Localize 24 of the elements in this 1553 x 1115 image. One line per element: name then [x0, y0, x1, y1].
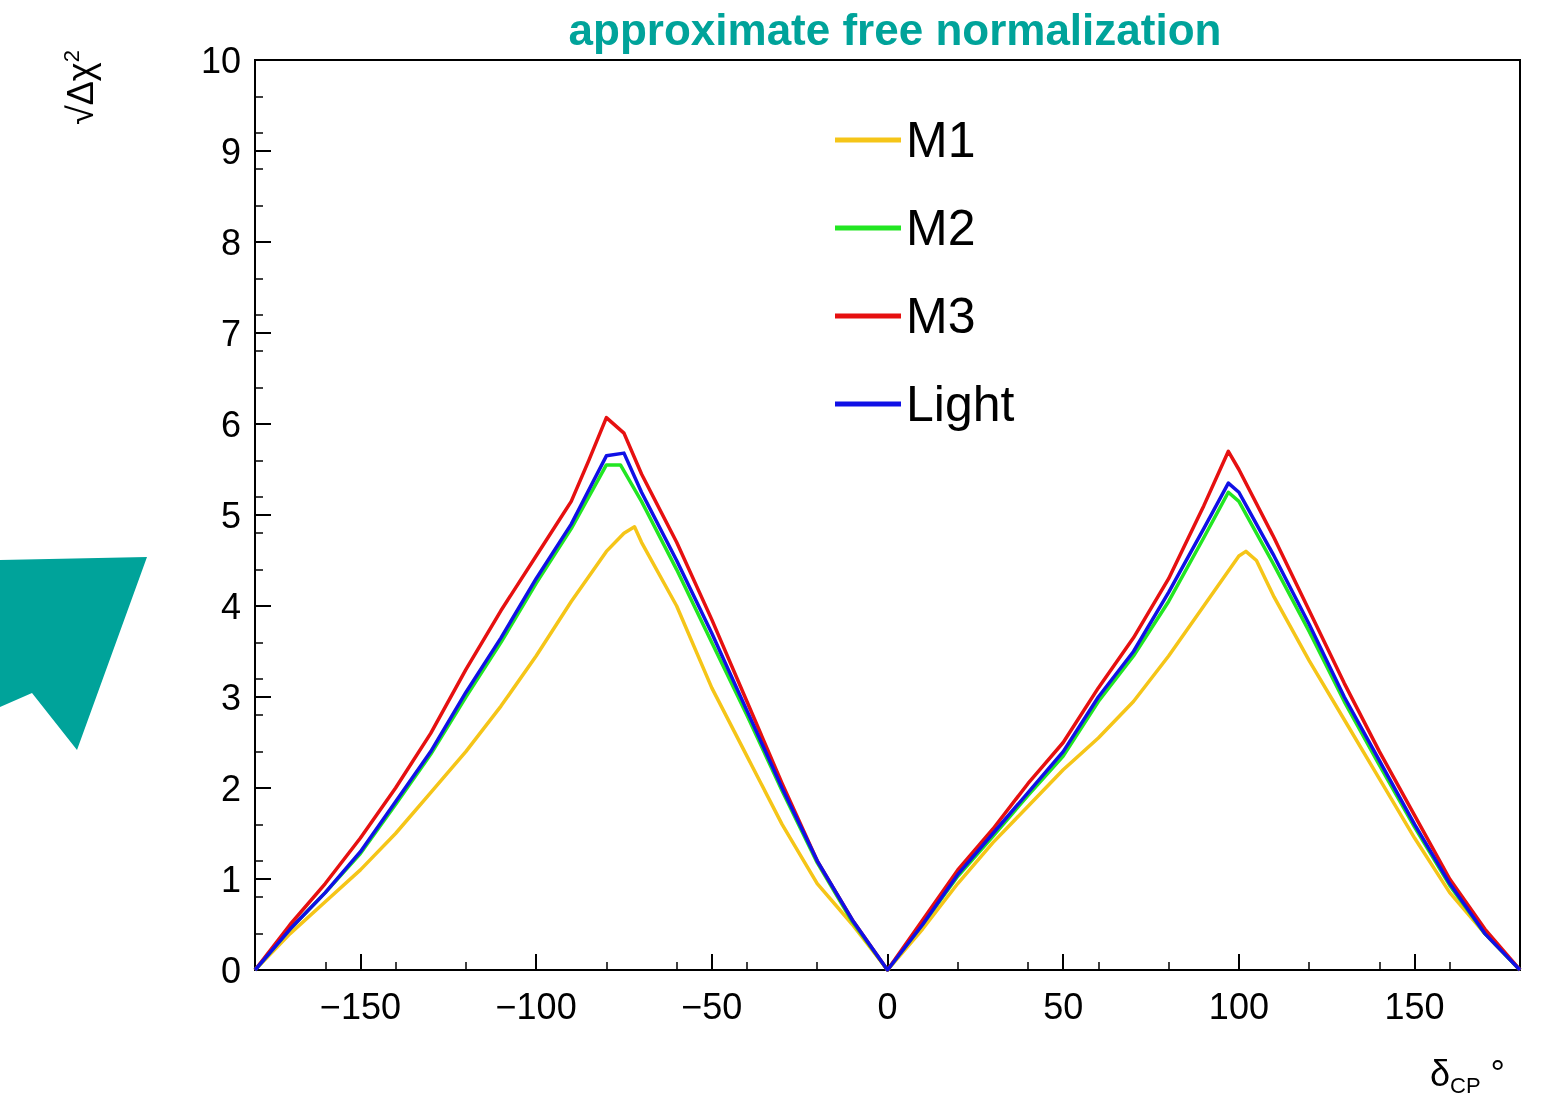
- chart-title: approximate free normalization: [568, 4, 1222, 54]
- y-axis-title: √Δχ2: [58, 49, 101, 125]
- y-tick-label: 9: [220, 130, 241, 172]
- legend-label: M1: [906, 112, 976, 168]
- y-tick-label: 8: [220, 221, 241, 263]
- y-tick-label: 2: [220, 767, 241, 809]
- y-tick-label: 6: [220, 403, 241, 445]
- x-tick-label: 50: [1043, 985, 1084, 1027]
- legend-label: M3: [906, 288, 976, 344]
- x-tick-label: 150: [1384, 985, 1445, 1027]
- x-tick-label: −150: [319, 985, 401, 1027]
- x-tick-label: −50: [681, 985, 743, 1027]
- y-tick-label: 1: [220, 858, 241, 900]
- y-tick-label: 3: [220, 676, 241, 718]
- legend-label: M2: [906, 200, 976, 256]
- y-tick-label: 5: [220, 494, 241, 536]
- x-tick-label: −100: [495, 985, 577, 1027]
- y-tick-label: 0: [220, 949, 241, 991]
- y-tick-label: 7: [220, 312, 241, 354]
- legend-label: Light: [906, 376, 1015, 432]
- y-tick-label: 10: [200, 39, 241, 81]
- x-tick-label: 100: [1208, 985, 1269, 1027]
- x-tick-label: 0: [877, 985, 898, 1027]
- y-tick-label: 4: [220, 585, 241, 627]
